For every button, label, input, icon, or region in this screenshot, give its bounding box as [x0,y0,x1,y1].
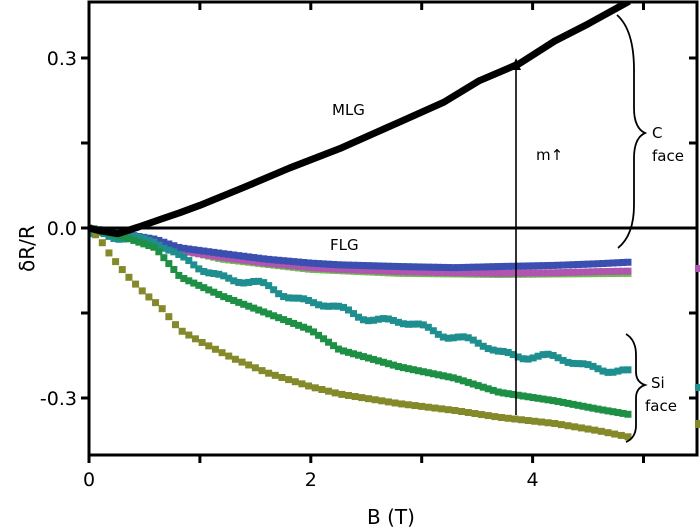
y-tick-label: -0.3 [40,388,77,410]
magnetization-arrow-label: m↑ [536,146,563,164]
annotations: MLG FLG m↑ C face Si face [330,14,700,443]
c-face-label-line2: face [652,147,684,165]
axes: 0 2 4 -0.3 0.0 0.3 [40,0,699,491]
x-axis-title: B (T) [367,505,415,529]
flg-label: FLG [330,236,359,254]
arrow-head-icon [511,58,521,70]
edge-tab-olive [695,420,700,428]
y-tick-label: 0.3 [47,48,77,70]
si-face-brace-icon [625,333,648,443]
x-tick-label: 4 [527,469,539,491]
si-face-label-line2: face [645,397,677,415]
y-tick-label: 0.0 [47,218,77,240]
y-axis-title: δR/R [15,225,39,272]
c-face-label-line1: C [652,124,662,142]
mlg-label: MLG [332,101,365,119]
x-tick-label: 2 [305,469,317,491]
series-si-face-olive [89,224,632,441]
edge-tab-magenta [695,265,700,272]
series-si-face-green [89,224,632,418]
x-tick-label: 0 [83,469,95,491]
edge-tab-teal [695,384,700,391]
c-face-brace-icon [616,14,648,249]
plot-series [89,2,632,441]
series-si-face-teal [89,228,632,376]
si-face-label-line1: Si [651,374,665,392]
